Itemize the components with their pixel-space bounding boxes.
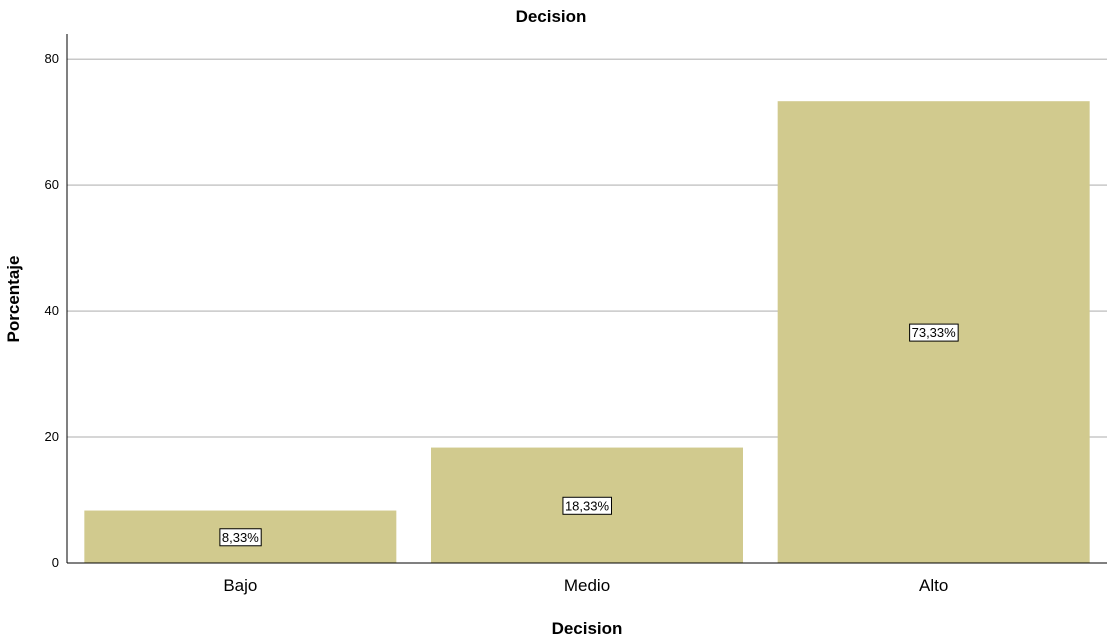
- y-tick-label: 80: [45, 51, 59, 66]
- data-label-box: [909, 323, 959, 342]
- data-label-alto: 73,33%: [909, 323, 959, 342]
- y-tick-label: 40: [45, 303, 59, 318]
- x-axis-ticks: Bajo Medio Alto: [223, 576, 948, 595]
- y-axis-ticks: 0 20 40 60 80: [45, 51, 59, 570]
- x-axis-title: Decision: [552, 619, 623, 638]
- chart-title: Decision: [516, 7, 587, 26]
- y-tick-label: 60: [45, 177, 59, 192]
- x-tick-label-alto: Alto: [919, 576, 948, 595]
- data-label-text: 8,33%: [222, 530, 259, 545]
- y-tick-label: 20: [45, 429, 59, 444]
- data-label-medio: 18,33%: [562, 496, 612, 515]
- data-label-box: [562, 496, 612, 515]
- data-label-bajo: 8,33%: [219, 528, 262, 547]
- y-axis-title: Porcentaje: [4, 256, 23, 343]
- data-label-text: 73,33%: [912, 325, 957, 340]
- data-labels: 8,33% 18,33% 73,33%: [219, 323, 959, 547]
- y-tick-label: 0: [52, 555, 59, 570]
- x-tick-label-medio: Medio: [564, 576, 610, 595]
- x-tick-label-bajo: Bajo: [223, 576, 257, 595]
- data-label-box: [219, 528, 262, 547]
- data-label-text: 18,33%: [565, 498, 610, 513]
